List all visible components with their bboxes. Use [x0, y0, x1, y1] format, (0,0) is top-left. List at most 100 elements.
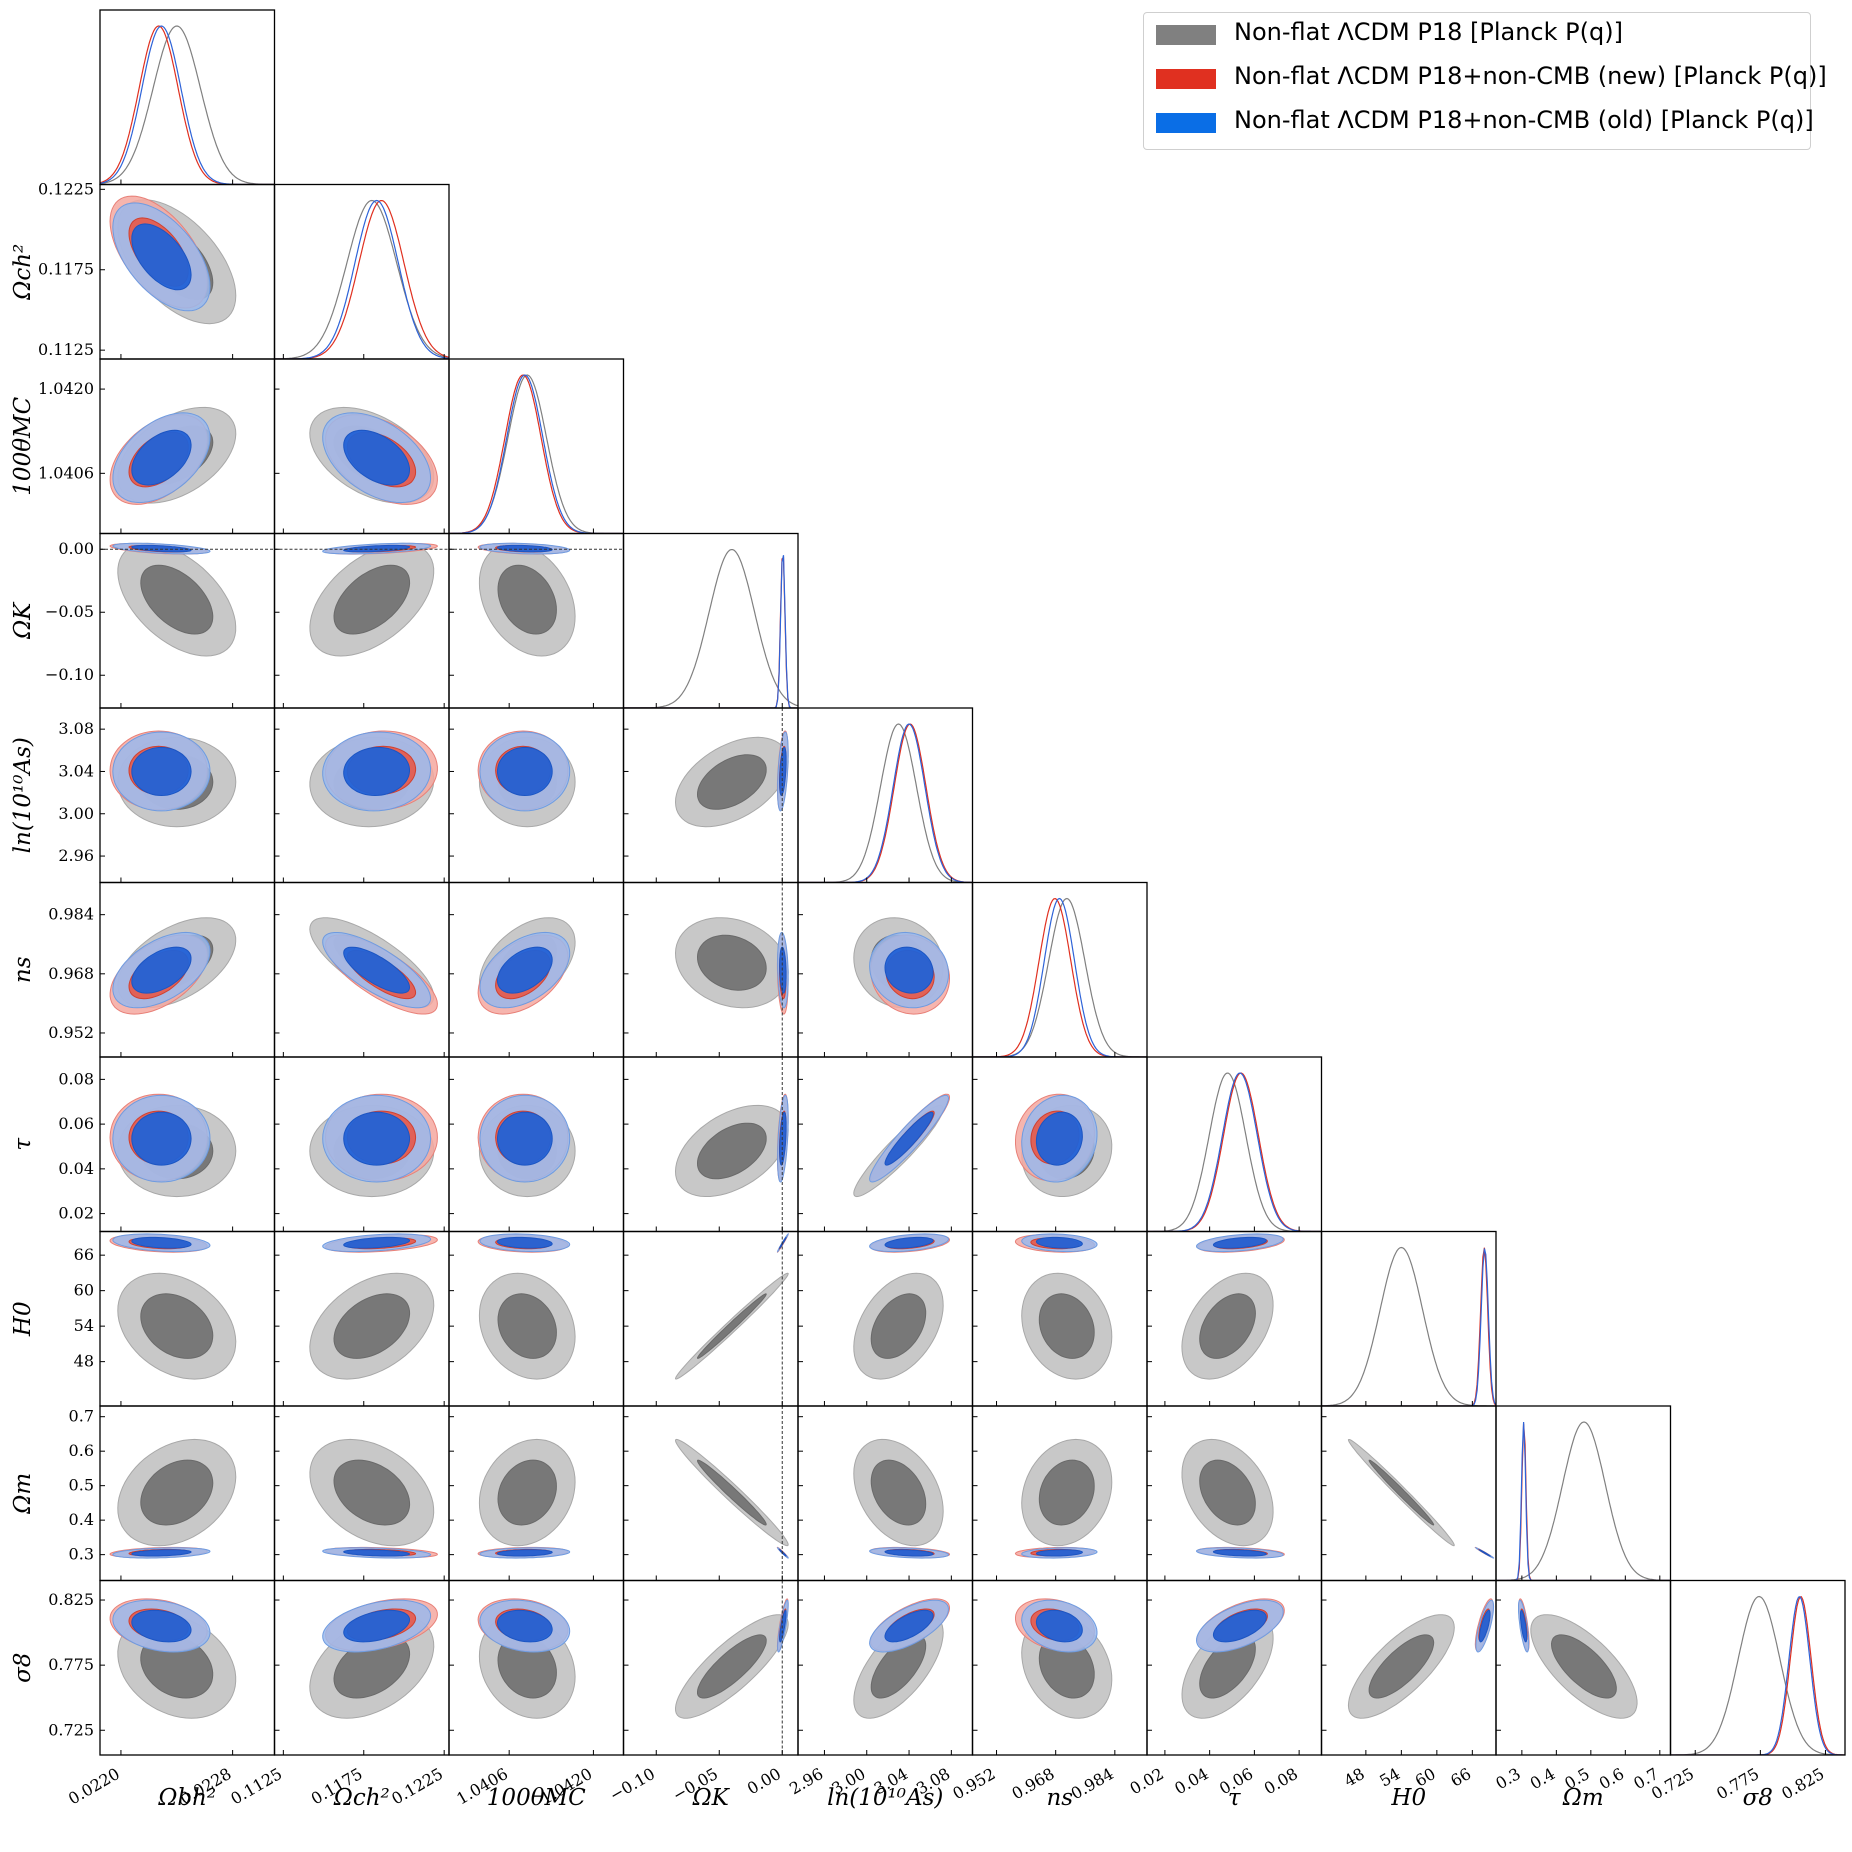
legend-swatch-red	[1156, 69, 1216, 89]
panel-frame	[273, 183, 450, 360]
x-tick-label: 0.00	[744, 1764, 784, 1798]
panel-om-vs-tau	[1181, 1438, 1285, 1559]
legend-label: Non-flat ΛCDM P18+non-CMB (old) [Planck …	[1234, 106, 1814, 134]
legend-item-p18: Non-flat ΛCDM P18 [Planck P(q)]	[1144, 13, 1810, 53]
panel-ns-vs-theta	[477, 917, 576, 1015]
contour-old-1sigma	[496, 946, 553, 994]
contour-p18-1sigma	[1199, 1293, 1256, 1359]
contour-p18-1sigma	[333, 564, 411, 635]
contour-old-1sigma	[884, 1609, 934, 1643]
y-tick-label: 0.06	[58, 1114, 94, 1133]
contour-p18-1sigma	[870, 1293, 927, 1359]
y-tick-label: 0.775	[48, 1655, 94, 1674]
marginal-curve	[1496, 1421, 1671, 1581]
x-axis-label: H0	[1390, 1785, 1426, 1811]
contour-p18-1sigma	[497, 1459, 557, 1526]
panel-lnAs-vs-och2	[309, 730, 438, 828]
contour-p18-1sigma	[1038, 1459, 1095, 1526]
y-tick-label: 0.3	[69, 1545, 94, 1564]
x-axis-label: σ8	[1743, 1785, 1773, 1811]
panel-omk-vs-och2	[309, 542, 438, 657]
panel-s8-vs-om	[1518, 1598, 1638, 1719]
contour-p18-1sigma	[140, 1459, 214, 1526]
contour-old-1sigma	[884, 1111, 934, 1166]
marginal-curve	[274, 200, 449, 359]
panel-frame	[797, 707, 974, 884]
x-tick-label: 0.1225	[388, 1764, 446, 1808]
marginal-curve	[1147, 1072, 1322, 1232]
contour-old-1sigma	[496, 1111, 553, 1166]
y-tick-label: 2.96	[58, 846, 94, 865]
y-tick-label: 0.5	[69, 1476, 94, 1495]
marginal-s8	[1670, 1595, 1845, 1755]
panel-frame	[99, 9, 276, 186]
panel-tau-vs-lnAs	[853, 1093, 951, 1198]
y-tick-label: 0.6	[69, 1441, 94, 1460]
marginal-curve	[1321, 1248, 1496, 1406]
marginal-curve	[798, 723, 973, 883]
panel-h0-vs-theta	[477, 1233, 576, 1380]
marginal-obh2	[100, 25, 275, 185]
contour-p18-1sigma	[697, 1634, 767, 1699]
contour-p18-1sigma	[1368, 1459, 1435, 1526]
panel-lnAs-vs-omk	[674, 730, 789, 828]
panel-och2-vs-obh2	[109, 195, 237, 325]
contour-old-1sigma	[884, 1549, 934, 1557]
panel-theta-vs-och2	[309, 406, 438, 505]
contour-p18-1sigma	[870, 1459, 927, 1526]
contour-old-1sigma	[131, 1111, 192, 1166]
panel-s8-vs-omk	[674, 1598, 789, 1719]
y-tick-label: 66	[74, 1245, 94, 1264]
x-tick-label: −0.10	[606, 1764, 658, 1805]
y-tick-label: 0.968	[48, 964, 94, 983]
x-tick-label: 0.08	[1261, 1764, 1301, 1798]
marginal-curve	[1147, 1072, 1322, 1232]
y-tick-label: 0.7	[69, 1407, 94, 1426]
contour-old-1sigma	[884, 946, 934, 994]
x-axis-label: ns	[1046, 1785, 1073, 1811]
y-tick-label: 3.00	[58, 804, 94, 823]
marginal-curve	[972, 897, 1147, 1057]
y-tick-label: 60	[74, 1281, 94, 1300]
panel-s8-vs-tau	[1181, 1598, 1285, 1719]
y-tick-label: 0.04	[58, 1159, 94, 1178]
contour-old-1sigma	[131, 544, 192, 553]
marginal-theta	[449, 374, 624, 534]
contour-p18-1sigma	[696, 1459, 767, 1526]
contour-old-1sigma	[1035, 1609, 1083, 1643]
legend-swatch-gray	[1156, 25, 1216, 45]
panel-ns-vs-omk	[674, 917, 789, 1015]
marginal-curve	[274, 199, 449, 359]
marginal-curve	[623, 549, 798, 708]
contour-old-1sigma	[343, 429, 410, 486]
contour-old-1sigma	[1520, 1609, 1528, 1643]
contour-old-1sigma	[343, 1549, 411, 1557]
panel-h0-vs-och2	[309, 1233, 438, 1380]
contour-old-1sigma	[1035, 1111, 1083, 1166]
y-tick-label: 0.825	[48, 1590, 94, 1609]
contour-old-1sigma	[1212, 1549, 1267, 1557]
panel-omk-vs-theta	[477, 542, 576, 657]
x-axis-label: Ωbh²	[157, 1785, 216, 1811]
panel-s8-vs-lnAs	[853, 1598, 950, 1719]
x-tick-label: 0.3	[1492, 1764, 1524, 1793]
panel-om-vs-theta	[477, 1438, 576, 1559]
contour-old-1sigma	[343, 1111, 411, 1166]
marginal-curve	[274, 199, 449, 359]
panel-tau-vs-theta	[477, 1093, 576, 1198]
contour-old-1sigma	[1035, 1549, 1083, 1557]
contour-old-1sigma	[1212, 1236, 1267, 1249]
panel-s8-vs-h0	[1347, 1598, 1495, 1719]
contour-old-1sigma	[1212, 1609, 1267, 1643]
legend-swatch-blue	[1156, 113, 1216, 133]
panel-om-vs-omk	[674, 1438, 789, 1559]
marginal-curve	[1147, 1072, 1322, 1232]
contour-p18-1sigma	[1038, 1293, 1095, 1359]
marginal-curve	[972, 897, 1147, 1057]
panel-h0-vs-lnAs	[853, 1233, 951, 1380]
contour-old-1sigma	[343, 1236, 410, 1249]
contour-p18-1sigma	[140, 1293, 214, 1359]
contour-p18-1sigma	[696, 1122, 767, 1180]
panel-om-vs-ns	[1014, 1438, 1113, 1559]
contour-old-1sigma	[779, 1111, 787, 1166]
